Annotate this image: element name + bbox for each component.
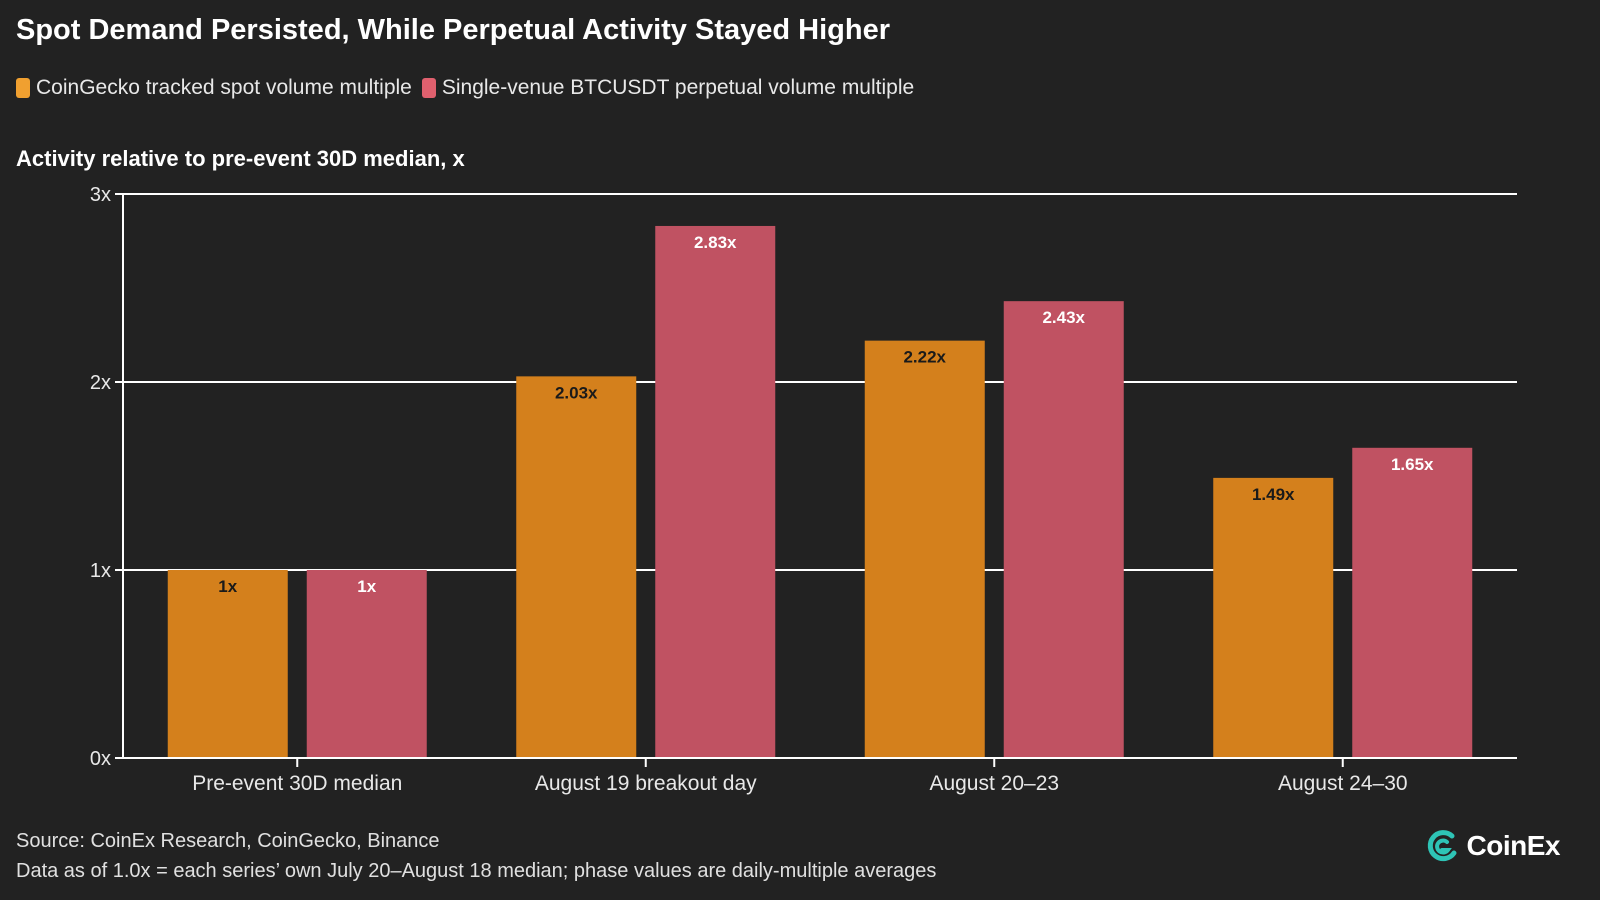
brand-name: CoinEx <box>1466 830 1561 861</box>
x-tick-label: August 24–30 <box>1278 772 1408 795</box>
bar-spot <box>167 570 288 758</box>
data-label: 1x <box>357 577 376 596</box>
chart-subtitle: Activity relative to pre-event 30D media… <box>16 146 465 171</box>
legend-item-perp: Single-venue BTCUSDT perpetual volume mu… <box>421 76 915 100</box>
data-label: 2.03x <box>555 383 598 402</box>
y-tick-label: 0x <box>90 748 111 770</box>
data-label: 2.83x <box>694 233 737 252</box>
x-tick-label: August 19 breakout day <box>535 772 757 795</box>
coinex-logo-icon <box>1427 830 1457 862</box>
bar-perp <box>1003 301 1124 758</box>
y-tick-label: 2x <box>90 372 111 394</box>
brand: CoinEx <box>1425 828 1561 864</box>
data-label: 1x <box>218 577 237 596</box>
y-tick-label: 3x <box>90 184 111 206</box>
legend-label-spot: CoinGecko tracked spot volume multiple <box>36 76 412 99</box>
data-label: 1.49x <box>1252 485 1295 504</box>
source-text: Source: CoinEx Research, CoinGecko, Bina… <box>16 830 440 852</box>
bar-perp <box>1352 447 1473 758</box>
data-label: 2.22x <box>903 348 946 367</box>
data-label: 2.43x <box>1042 308 1085 327</box>
bar-spot <box>516 376 637 758</box>
x-tick-label: August 20–23 <box>929 772 1059 795</box>
legend-swatch-perp <box>421 78 436 98</box>
chart-title: Spot Demand Persisted, While Perpetual A… <box>16 14 890 46</box>
legend-label-perp: Single-venue BTCUSDT perpetual volume mu… <box>441 76 915 99</box>
note-text: Data as of 1.0x = each series’ own July … <box>16 860 937 882</box>
legend-swatch-spot <box>16 78 30 98</box>
bar-perp <box>306 570 427 758</box>
bar-perp <box>655 225 776 758</box>
data-label: 1.65x <box>1391 455 1434 474</box>
footer: Source: CoinEx Research, CoinGecko, Bina… <box>16 826 936 886</box>
legend-item-spot: CoinGecko tracked spot volume multiple <box>16 76 412 100</box>
x-tick-label: Pre-event 30D median <box>192 772 402 795</box>
y-tick-label: 1x <box>90 560 111 582</box>
bar-spot <box>1213 477 1334 758</box>
bar-spot <box>864 340 985 758</box>
legend: CoinGecko tracked spot volume multiple S… <box>16 76 914 100</box>
